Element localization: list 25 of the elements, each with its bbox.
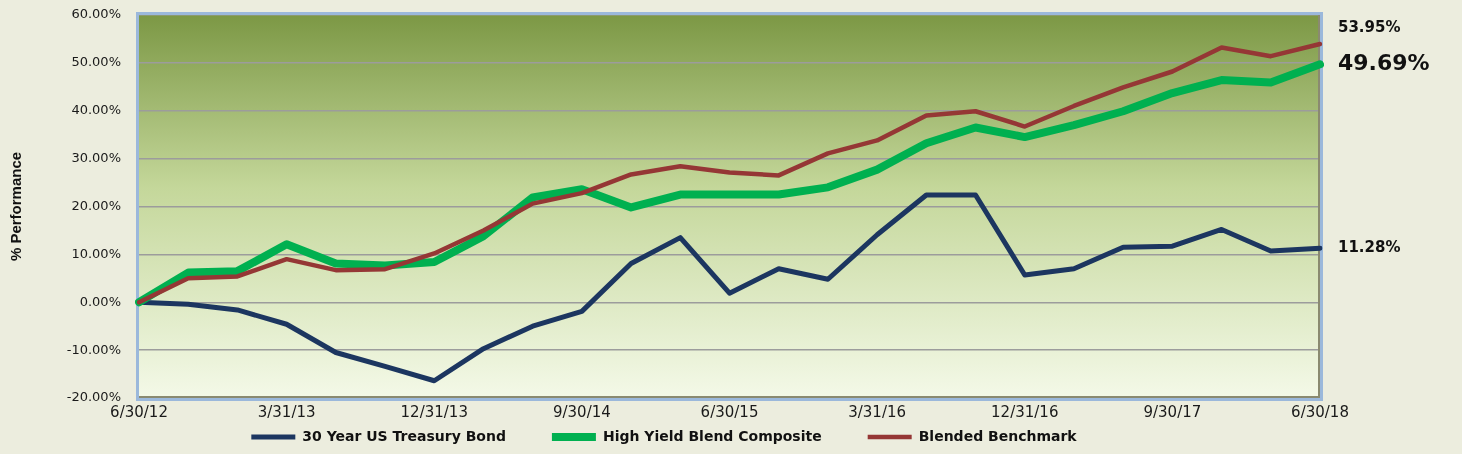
data-label: 53.95% <box>1338 17 1401 36</box>
x-tick-label: 3/31/16 <box>848 402 907 421</box>
x-tick-label: 6/30/18 <box>1291 402 1349 421</box>
y-tick-label: 50.00% <box>71 54 121 70</box>
x-tick-label: 12/31/13 <box>400 402 468 421</box>
x-tick-label: 6/30/15 <box>700 402 759 421</box>
x-tick-label: 12/31/16 <box>991 402 1059 421</box>
y-tick-label: 20.00% <box>71 197 121 213</box>
x-tick-label: 3/31/13 <box>257 402 316 421</box>
data-label: 11.28% <box>1338 238 1401 257</box>
x-tick-label: 9/30/17 <box>1143 402 1202 421</box>
data-label: 49.69% <box>1338 50 1430 76</box>
legend-label: High Yield Blend Composite <box>602 427 822 444</box>
y-tick-label: 30.00% <box>71 150 121 165</box>
y-tick-label: 60.00% <box>71 6 121 22</box>
y-axis-title: % Performance <box>7 151 25 262</box>
x-tick-label: 6/30/12 <box>110 402 168 421</box>
legend-label: Blended Benchmark <box>918 427 1078 444</box>
y-tick-label: 10.00% <box>71 245 121 261</box>
y-tick-label: 0.00% <box>79 293 121 309</box>
y-tick-label: -10.00% <box>66 341 121 357</box>
x-tick-label: 9/30/14 <box>552 402 611 421</box>
legend-label: 30 Year US Treasury Bond <box>302 427 506 444</box>
y-tick-label: -20.00% <box>66 389 121 405</box>
y-tick-label: 40.00% <box>71 102 121 118</box>
